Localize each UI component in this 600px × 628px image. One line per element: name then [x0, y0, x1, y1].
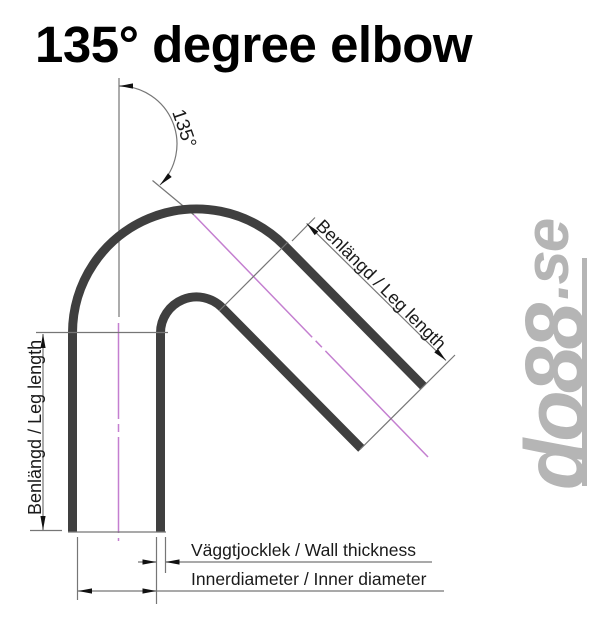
diagonal-leg-length-label: Benlängd / Leg length [312, 216, 450, 354]
diagonal-dimension-line [306, 222, 447, 361]
page-title: 135° degree elbow [35, 16, 473, 73]
wall-thickness-arrow-left [142, 559, 157, 565]
diagonal-end-face-line [359, 354, 456, 450]
angle-annotation: 135° [118, 83, 200, 186]
do88-watermark-logo: do88 .se [508, 219, 600, 490]
diagonal-start-extension-line [291, 217, 316, 242]
angle-arrow-bottom [160, 173, 172, 185]
diagonal-leg-centerline [193, 214, 429, 458]
centerlines [117, 78, 429, 541]
inner-diameter-arrow-right [142, 588, 157, 594]
inner-diameter-label: Innerdiameter / Inner diameter [191, 569, 427, 589]
watermark-underline [582, 258, 587, 486]
dimension-arrow-down [40, 516, 46, 530]
tube-inner-wall [155, 292, 365, 532]
diagonal-arrow-end [434, 348, 446, 361]
vertical-leg-length-label: Benlängd / Leg length [25, 340, 45, 515]
bend-transition-line [218, 241, 289, 312]
inner-diameter-arrow-left [78, 588, 92, 594]
angle-arc [118, 85, 178, 186]
angle-arrow-top [119, 83, 133, 89]
wall-thickness-arrow-right [165, 559, 180, 565]
wall-thickness-dimension: Väggtjocklek / Wall thickness [76, 537, 432, 604]
inner-diameter-dimension: Innerdiameter / Inner diameter [78, 569, 444, 594]
angle-value-label: 135° [167, 107, 200, 151]
dimension-arrow-up [40, 334, 46, 348]
diagonal-arrow-start [306, 223, 319, 236]
wall-thickness-label: Väggtjocklek / Wall thickness [191, 540, 416, 560]
tube-outer-wall [68, 204, 427, 532]
elbow-tube-outline [68, 204, 456, 533]
watermark-tld-text: .se [513, 219, 582, 300]
vertical-leg-dimension: Benlängd / Leg length [25, 331, 168, 532]
